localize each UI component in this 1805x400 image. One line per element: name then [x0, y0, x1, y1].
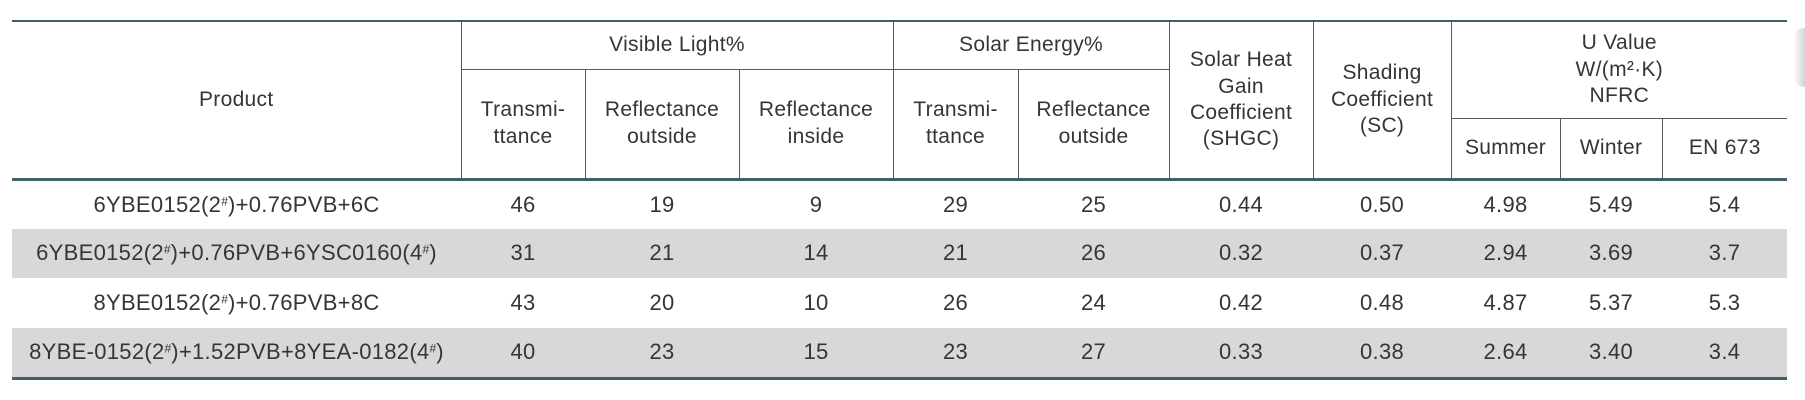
value-cell: 26: [1018, 228, 1170, 278]
value-cell: 20: [649, 289, 675, 315]
group-header-visible-light: Visible Light%: [460, 22, 894, 70]
subheader-u-summer: Summer: [1450, 118, 1561, 181]
value-cell: 14: [739, 228, 894, 278]
table-row: 8YBE0152(2#)+0.76PVB+8C 43 20 10 26 24 0.42 0.4…: [12, 278, 1787, 328]
value-cell: 0.37: [1313, 228, 1452, 278]
subheader-se-transmittance: Transmi- ttance: [892, 69, 1019, 181]
value-cell: 0.48: [1360, 289, 1405, 315]
header-row-groups: Product Visible Light% Solar Energy% Sol…: [12, 22, 1788, 181]
page-edge-tab-decoration: [1794, 28, 1805, 87]
value-cell: 5.37: [1589, 289, 1634, 315]
value-cell: 15: [739, 327, 894, 377]
subheader-vl-transmittance: Transmi- ttance: [460, 69, 586, 181]
value-cell: 0.50: [1360, 191, 1405, 217]
col-header-shading-coefficient: Shading Coefficient (SC): [1312, 22, 1452, 181]
value-cell: 3.4: [1662, 327, 1788, 377]
table-row: 8YBE-0152(2#)+1.52PVB+8YEA-0182(4#) 40 23 1…: [12, 327, 1788, 377]
value-cell: 4.87: [1483, 289, 1528, 315]
value-cell: 21: [893, 228, 1019, 278]
table-row: 6YBE0152(2#)+0.76PVB+6YSC0160(4#) 31 21 14 2…: [12, 228, 1788, 278]
col-header-shgc: Solar Heat Gain Coefficient (SHGC): [1168, 22, 1314, 181]
value-cell: 46: [510, 191, 536, 217]
value-cell: 29: [942, 191, 969, 217]
value-cell: 26: [942, 289, 969, 315]
table-row: 6YBE0152(2#)+0.76PVB+6C 46 19 9 29 25 0.44 0.50…: [12, 179, 1787, 229]
value-cell: 9: [809, 191, 823, 217]
product-cell: 6YBE0152(2#)+0.76PVB+6YSC0160(4#): [12, 228, 461, 278]
value-cell: 0.42: [1219, 289, 1264, 315]
value-cell: 3.40: [1560, 327, 1663, 377]
glass-performance-table: Product Visible Light% Solar Energy% Sol…: [12, 22, 1788, 377]
header-row-u-value-sub: Summer Winter EN 673: [12, 118, 1788, 181]
value-cell: 0.33: [1169, 327, 1314, 377]
value-cell: 23: [585, 327, 739, 377]
value-cell: 23: [893, 327, 1019, 377]
subheader-vl-reflectance-inside: Reflectance inside: [738, 69, 894, 181]
value-cell: 0.44: [1219, 191, 1264, 217]
value-cell: 5.49: [1589, 191, 1634, 217]
value-cell: 3.7: [1662, 228, 1788, 278]
value-cell: 2.64: [1451, 327, 1561, 377]
value-cell: 5.4: [1708, 191, 1741, 217]
subheader-vl-reflectance-outside: Reflectance outside: [584, 69, 740, 181]
value-cell: 19: [649, 191, 675, 217]
header-row-sub: Transmi- ttance Reflectance outside Refl…: [12, 69, 1787, 181]
table-body: 6YBE0152(2#)+0.76PVB+6C 46 19 9 29 25 0.44 0.50…: [12, 179, 1788, 377]
value-cell: 31: [461, 228, 585, 278]
product-cell: 8YBE-0152(2#)+1.52PVB+8YEA-0182(4#): [12, 327, 461, 377]
product-cell: 8YBE0152(2#)+0.76PVB+8C: [93, 289, 380, 315]
value-cell: 24: [1080, 289, 1107, 315]
value-cell: 0.32: [1169, 228, 1314, 278]
value-cell: 21: [585, 228, 739, 278]
subheader-u-en673: EN 673: [1661, 118, 1788, 181]
value-cell: 25: [1080, 191, 1107, 217]
col-header-product: Product: [12, 22, 462, 181]
value-cell: 43: [510, 289, 536, 315]
product-cell: 6YBE0152(2#)+0.76PVB+6C: [93, 191, 380, 217]
value-cell: 40: [461, 327, 585, 377]
subheader-u-winter: Winter: [1559, 118, 1663, 181]
group-header-u-value: U Value W/(m²·K) NFRC: [1450, 22, 1788, 119]
value-cell: 3.69: [1560, 228, 1663, 278]
value-cell: 2.94: [1451, 228, 1561, 278]
value-cell: 10: [803, 289, 829, 315]
value-cell: 27: [1018, 327, 1170, 377]
group-header-solar-energy: Solar Energy%: [892, 22, 1170, 70]
glass-performance-table-wrap: Product Visible Light% Solar Energy% Sol…: [12, 20, 1788, 380]
table-header: Product Visible Light% Solar Energy% Sol…: [12, 22, 1788, 181]
value-cell: 0.38: [1313, 327, 1452, 377]
value-cell: 5.3: [1708, 289, 1741, 315]
value-cell: 4.98: [1483, 191, 1528, 217]
subheader-se-reflectance-outside: Reflectance outside: [1017, 69, 1170, 181]
